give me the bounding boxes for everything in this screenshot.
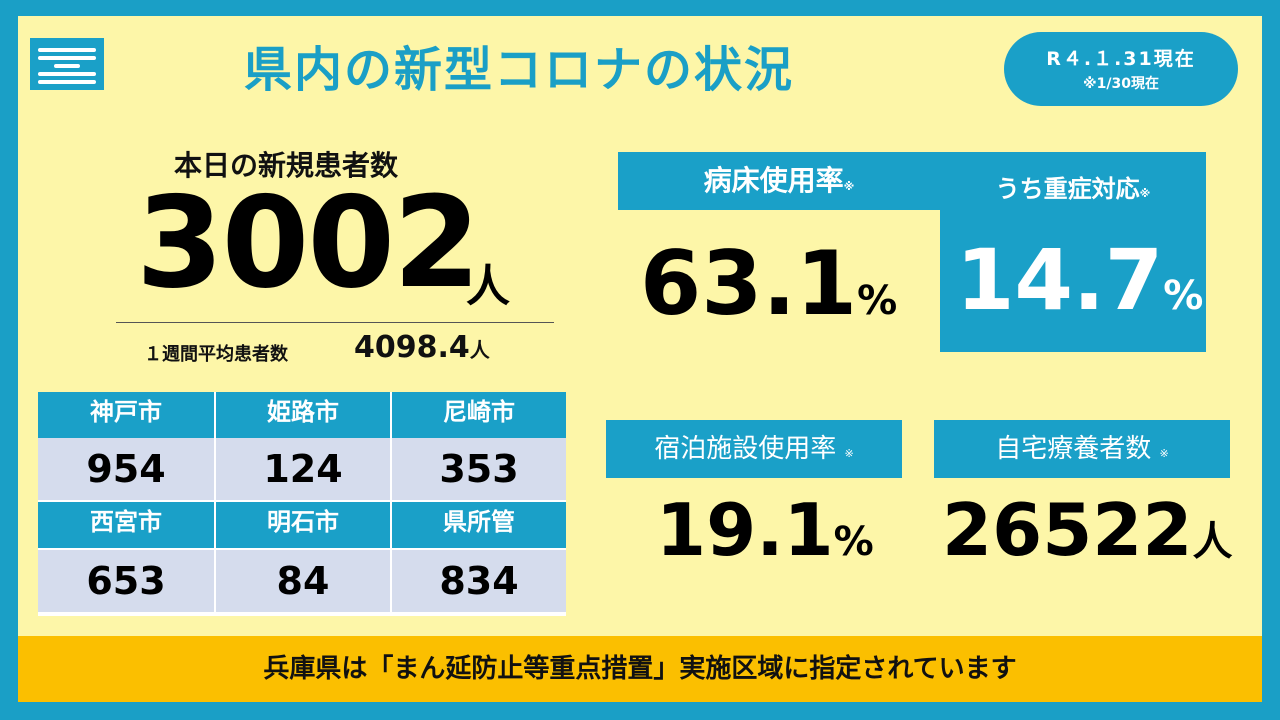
city-name-akashi: 明石市 (216, 502, 390, 548)
date-badge: R４.１.31現在 ※1/30現在 (1004, 32, 1238, 106)
city-name-prefecture: 県所管 (392, 502, 566, 548)
severe-unit: % (1163, 273, 1204, 319)
city-name-nishinomiya: 西宮市 (38, 502, 214, 548)
home-care-unit: 人 (1192, 519, 1233, 565)
city-value-kobe: 954 (38, 438, 214, 500)
new-cases-label: 本日の新規患者数 (174, 149, 399, 182)
bed-usage-value: 63.1% (640, 240, 897, 328)
city-value-akashi: 84 (216, 550, 390, 612)
hyogo-prefecture-emblem-icon (30, 38, 104, 90)
home-care-label: 自宅療養者数 ※ (934, 420, 1230, 478)
new-cases-unit: 人 (466, 261, 510, 312)
lodging-label-text: 宿泊施設使用率 (654, 434, 837, 464)
bed-usage-unit: % (857, 278, 898, 324)
new-cases-value: 3002 (136, 169, 481, 316)
bed-usage-note-mark: ※ (843, 180, 855, 193)
divider (116, 322, 554, 323)
severe-number: 14.7 (956, 231, 1164, 329)
bed-usage-number: 63.1 (640, 232, 858, 335)
weekly-avg-value: 4098.4人 (354, 330, 490, 365)
page-title: 県内の新型コロナの状況 (244, 42, 795, 98)
home-care-label-text: 自宅療養者数 (995, 434, 1152, 464)
home-care-number: 26522 (942, 488, 1193, 572)
severe-value: 14.7% (956, 238, 1203, 322)
city-value-prefecture: 834 (392, 550, 566, 612)
severe-label-text: うち重症対応 (995, 175, 1140, 203)
bed-usage-label-text: 病床使用率 (703, 164, 844, 197)
city-value-himeji: 124 (216, 438, 390, 500)
date-main: R４.１.31現在 (1046, 48, 1196, 70)
bed-usage-label: 病床使用率※ (618, 152, 940, 210)
city-breakdown-table: 神戸市 姫路市 尼崎市 954 124 353 西宮市 明石市 県所管 653 … (38, 392, 566, 616)
lodging-label: 宿泊施設使用率 ※ (606, 420, 902, 478)
city-name-kobe: 神戸市 (38, 392, 214, 438)
home-care-note-mark: ※ (1159, 447, 1169, 460)
status-banner-text: 兵庫県は「まん延防止等重点措置」実施区域に指定されています (263, 654, 1017, 684)
city-name-amagasaki: 尼崎市 (392, 392, 566, 438)
city-value-amagasaki: 353 (392, 438, 566, 500)
city-name-himeji: 姫路市 (216, 392, 390, 438)
severe-note-mark: ※ (1139, 187, 1151, 200)
severe-label: うち重症対応※ (940, 164, 1206, 214)
status-banner: 兵庫県は「まん延防止等重点措置」実施区域に指定されています (18, 636, 1262, 702)
weekly-avg-unit: 人 (469, 338, 490, 362)
home-care-value: 26522人 (942, 494, 1233, 566)
weekly-avg-label: １週間平均患者数 (144, 344, 288, 365)
lodging-number: 19.1 (656, 488, 834, 572)
date-note: ※1/30現在 (1083, 76, 1159, 92)
lodging-note-mark: ※ (844, 447, 854, 460)
weekly-avg-number: 4098.4 (354, 330, 470, 365)
lodging-value: 19.1% (656, 494, 874, 566)
lodging-unit: % (833, 519, 874, 565)
city-value-nishinomiya: 653 (38, 550, 214, 612)
